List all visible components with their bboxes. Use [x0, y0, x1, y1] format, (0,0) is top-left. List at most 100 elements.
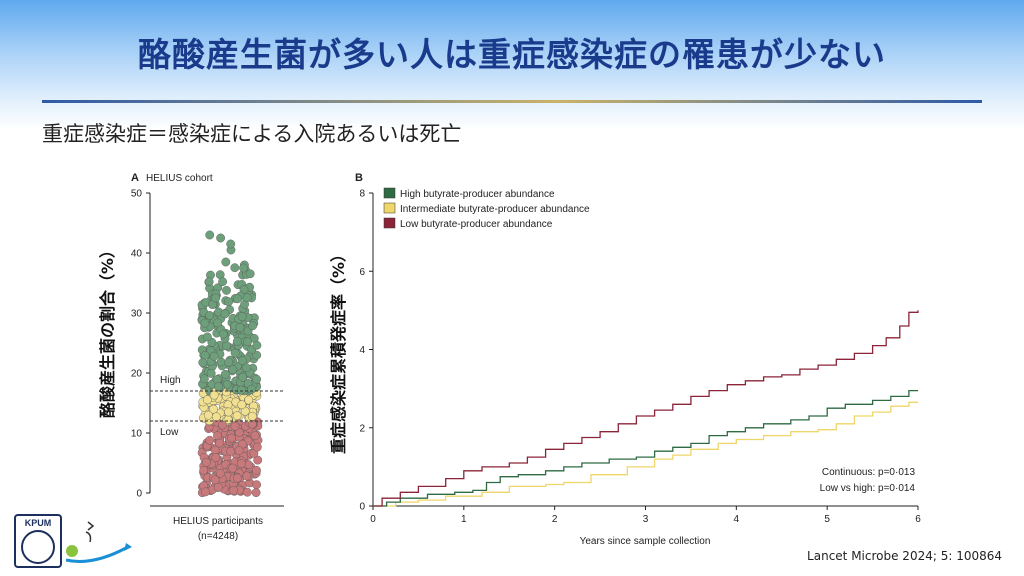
panel-a-ytick-label-3: 30: [131, 309, 143, 320]
panel-a-ytick-label-0: 0: [136, 489, 142, 500]
panel-a-dot: [218, 329, 228, 339]
series-line-low: [373, 310, 919, 507]
panel-a-dot: [224, 297, 234, 307]
panel-a-ytick-label-5: 50: [131, 189, 143, 200]
legend-swatch-2: [383, 217, 396, 229]
panel-a-dot: [248, 321, 258, 331]
panel-a-dot: [227, 433, 237, 443]
panel-a-dot: [228, 365, 238, 374]
panel-b-xtick-label-4: 4: [734, 514, 740, 525]
panel-a-dot: [237, 312, 247, 321]
legend-label-2: Low butyrate-producer abundance: [400, 219, 553, 230]
panel-a-dot: [237, 400, 247, 410]
panel-a-dot: [252, 480, 262, 490]
panel-a-dot: [229, 486, 239, 495]
panel-a-xlabel: HELIUS participants: [173, 516, 263, 527]
panel-a-dot: [209, 404, 218, 414]
panel-a-dot: [206, 368, 216, 378]
panel-a-dot: [214, 382, 223, 391]
panel-a-dot: [243, 337, 252, 347]
panel-a-dot: [222, 341, 232, 350]
header-background: [0, 0, 1024, 130]
panel-a-dot: [250, 431, 260, 441]
panel-a-threshold-label-low: Low: [160, 427, 179, 438]
panel-a-dot: [239, 263, 249, 273]
series-line-high: [373, 389, 918, 507]
panel-a-dot: [216, 357, 226, 367]
seal-icon: [21, 530, 55, 564]
panel-b-ytick-label-3: 6: [359, 267, 365, 278]
panel-a-dot: [236, 459, 246, 468]
panel-b-ytick-label-0: 0: [359, 502, 365, 513]
panel-a-dot: [199, 374, 209, 384]
panel-a-dot: [242, 293, 252, 302]
panel-a-dot: [232, 336, 242, 346]
panel-a-dot: [218, 277, 228, 287]
panel-a-dot: [244, 460, 254, 470]
lab-logo: [65, 521, 132, 563]
panel-a-dot: [224, 407, 233, 417]
panel-a-dot: [215, 438, 225, 448]
panel-a-dot: [252, 340, 262, 350]
panel-a-label: A: [131, 172, 139, 184]
panel-a-dot: [209, 351, 219, 361]
panel-a-threshold-label-high: High: [160, 375, 181, 386]
panel-a-dot: [199, 465, 209, 475]
panel-a-dot: [236, 385, 246, 395]
panel-a-dot: [201, 457, 211, 467]
panel-a-dot: [216, 233, 226, 243]
legend-swatch-1: [383, 202, 396, 214]
panel-a-dot: [234, 446, 244, 455]
panel-b-ylabel: 重症感染症累積発症率（%）: [329, 246, 348, 454]
panel-a-dot: [251, 488, 261, 497]
panel-a-ytick-label-1: 10: [131, 429, 143, 440]
panel-a-dot: [209, 390, 219, 400]
panel-b-xtick-label-6: 6: [915, 514, 921, 525]
panel-a-dot: [234, 427, 244, 437]
panel-a-dot: [247, 384, 257, 394]
legend-label-0: High butyrate-producer abundance: [400, 189, 555, 200]
panel-a-dot: [242, 471, 252, 481]
annotation-continuous: Continuous: p=0·013: [822, 467, 916, 478]
panel-a-dot: [210, 475, 220, 485]
panel-a-ytick-label-2: 20: [131, 369, 143, 380]
panel-a-dot: [253, 455, 263, 465]
panel-a-dot: [220, 309, 230, 319]
annotation-low-vs-high: Low vs high: p=0·014: [820, 483, 916, 494]
panel-a-dot: [205, 311, 215, 320]
panel-b-xlabel: Years since sample collection: [580, 536, 711, 547]
panel-a-dot: [230, 348, 240, 358]
panel-a-dot: [213, 482, 223, 492]
panel-a-dot: [202, 395, 212, 405]
panel-a-dot: [202, 332, 212, 342]
panel-a-ylabel: 酪酸産生菌の割合（%）: [98, 242, 117, 418]
panel-a-dot: [247, 411, 257, 421]
panel-a-dot: [244, 395, 254, 405]
panel-a-dot: [237, 356, 247, 366]
legend-label-1: Intermediate butyrate-producer abundance: [400, 204, 590, 215]
panel-a-dot: [226, 239, 236, 249]
panel-a-dot: [245, 269, 255, 279]
panel-a-dot: [211, 293, 221, 303]
panel-a-dot: [211, 453, 221, 462]
panel-b-xtick-label-2: 2: [552, 514, 558, 525]
panel-a-dot: [222, 285, 231, 295]
panel-a-dot: [230, 263, 240, 273]
panel-a-ytick-label-4: 40: [131, 249, 143, 260]
panel-a-dot: [215, 468, 225, 478]
panel-a-dot: [198, 358, 208, 367]
panel-a-dot: [238, 372, 248, 382]
panel-a-dot: [252, 374, 262, 384]
title-divider: [42, 100, 982, 103]
panel-b-ytick-label-2: 4: [359, 345, 365, 356]
panel-a-dot: [233, 473, 242, 483]
citation: Lancet Microbe 2024; 5: 100864: [807, 549, 1002, 563]
panel-a-dot: [221, 257, 231, 267]
panel-a-dot: [252, 350, 262, 360]
panel-a-dot: [235, 322, 245, 332]
panel-a-dot: [201, 487, 210, 497]
panel-a-dot: [232, 294, 242, 304]
kpum-logo-text: KPUM: [24, 518, 52, 528]
panel-a-dot: [242, 487, 252, 497]
slide-subtitle: 重症感染症＝感染症による入院あるいは死亡: [42, 122, 462, 146]
